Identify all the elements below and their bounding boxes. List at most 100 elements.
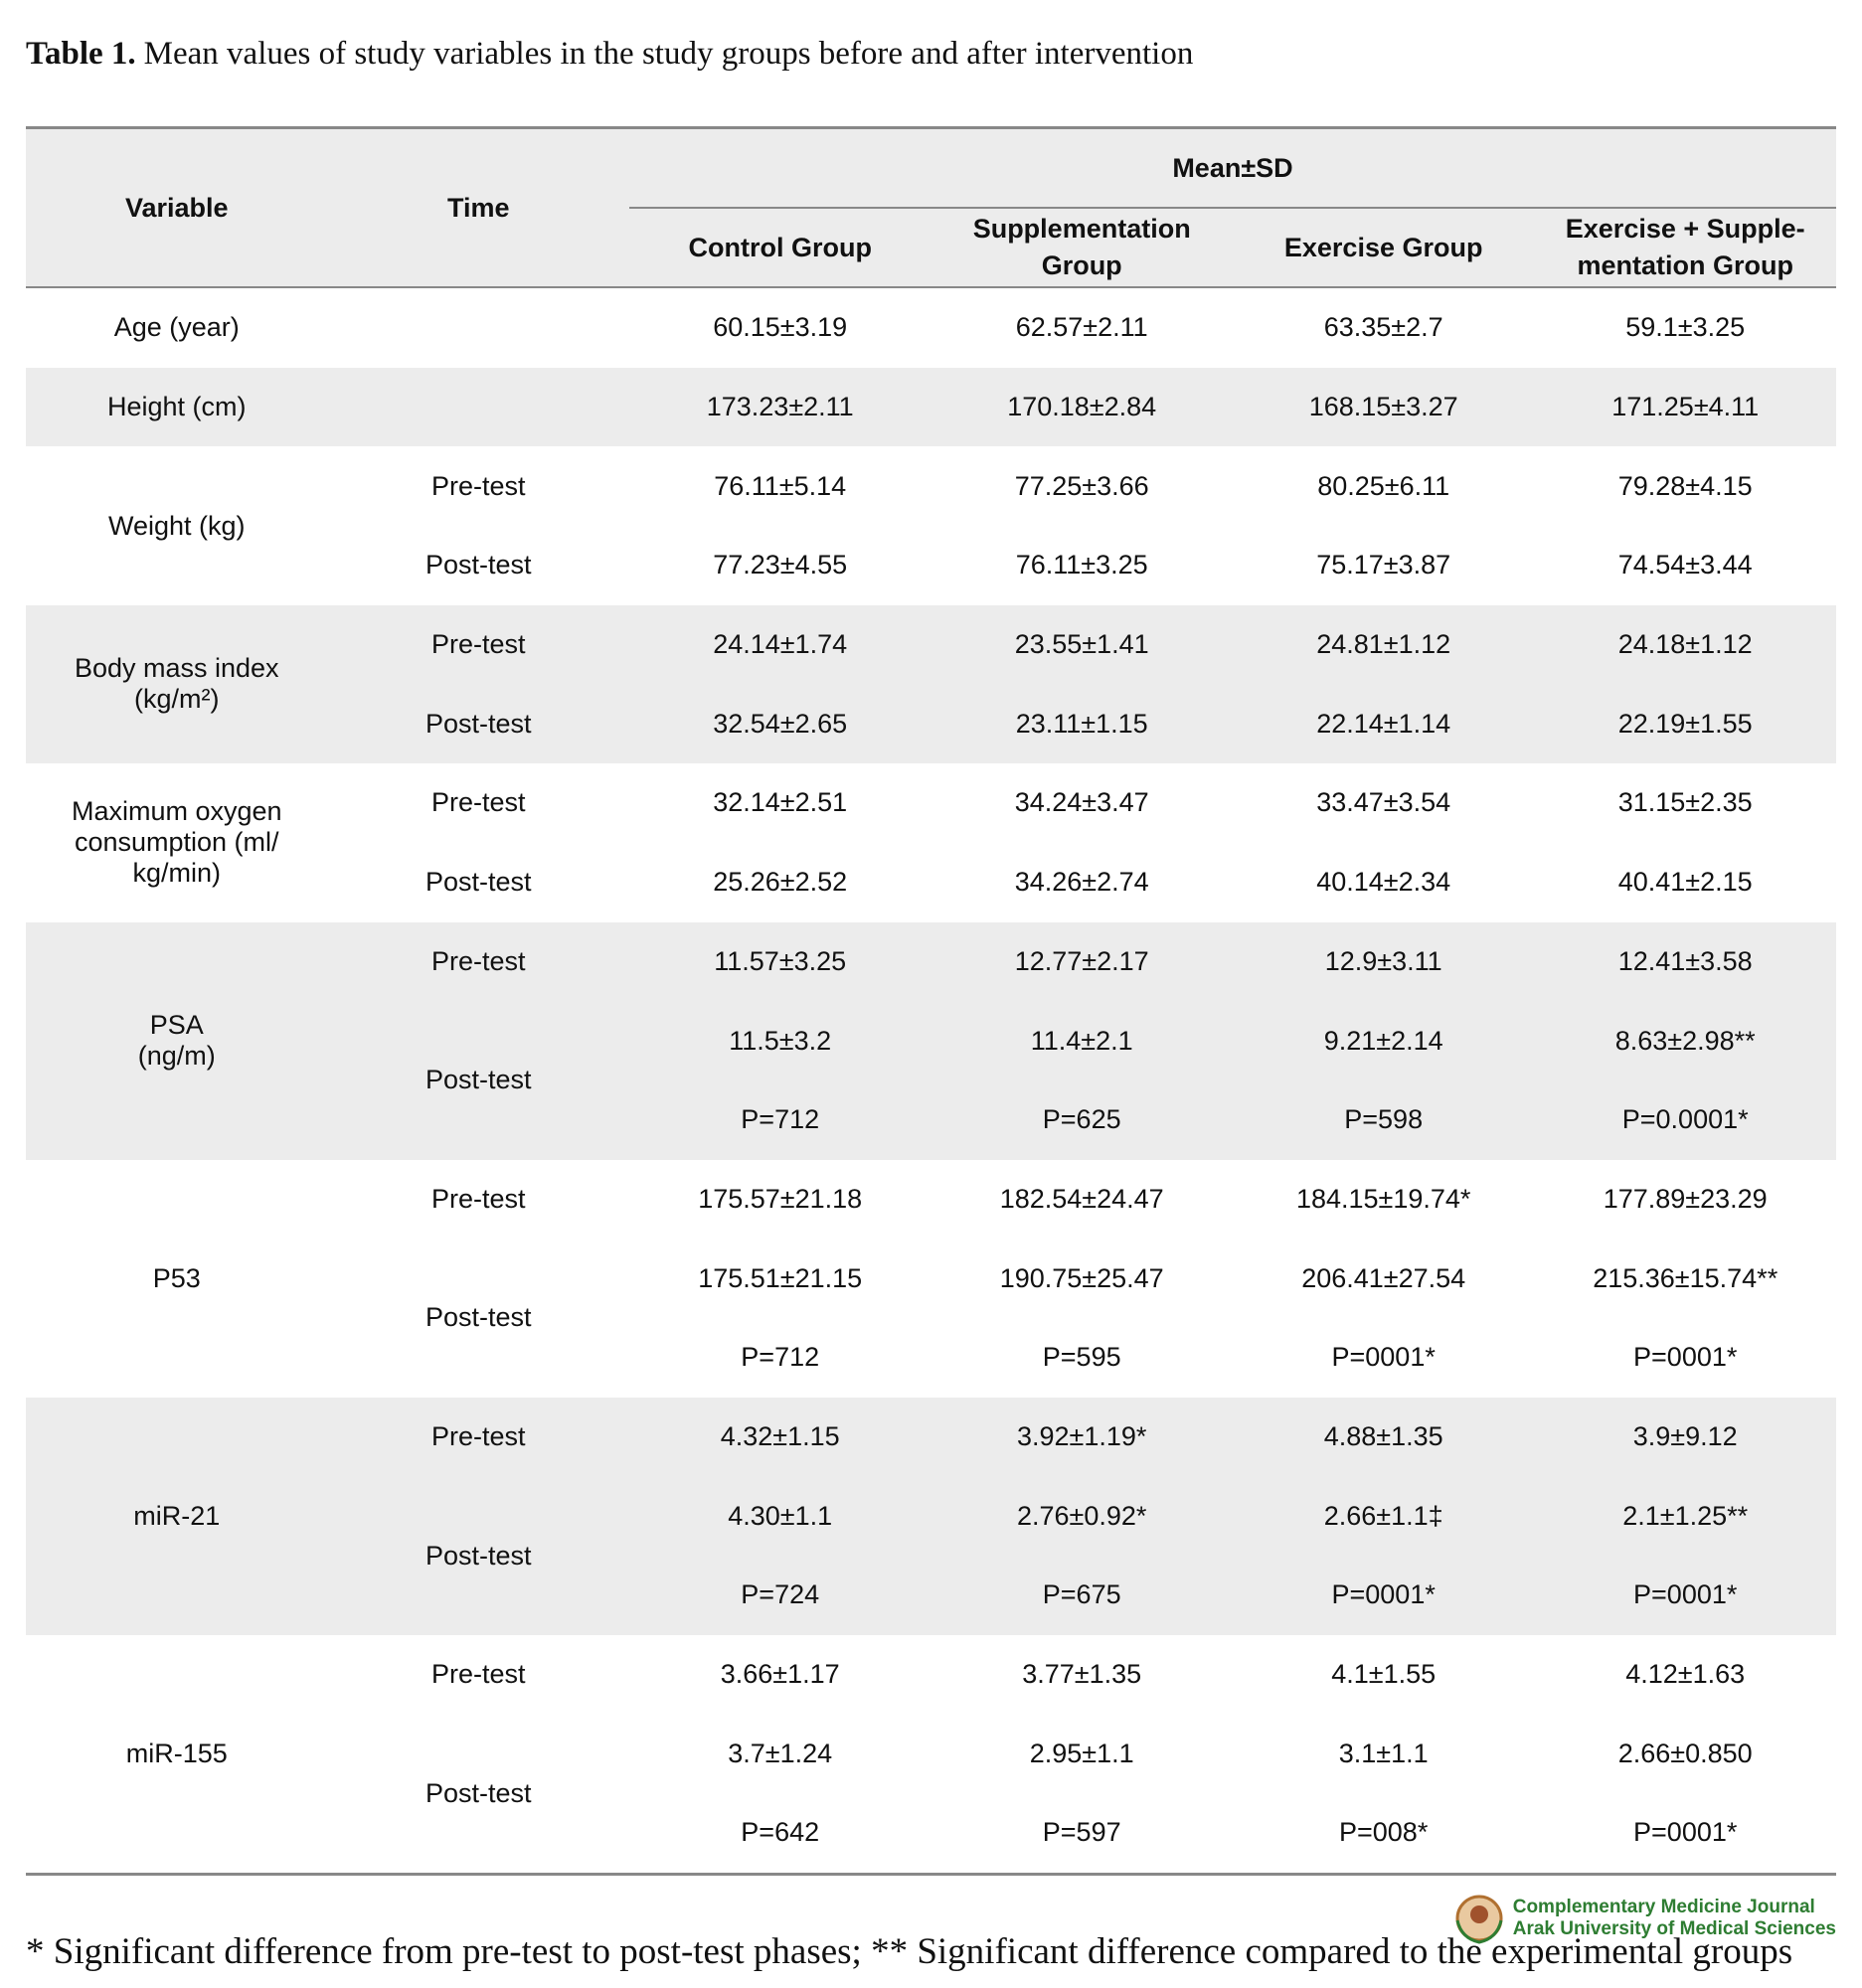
value-cell: 3.7±1.24 [728,1738,833,1768]
value-cell: 60.15±3.19 [713,312,848,343]
variable-cell: miR-21 [26,1397,328,1635]
value-cell: 2.66±1.1‡ [1232,1476,1535,1556]
value-cell: 190.75±25.47 [999,1262,1164,1293]
value-cell: 12.77±2.17 [931,921,1233,1002]
value-cell: P=008* [1339,1817,1429,1848]
value-cell: 2.1±1.25** [1534,1476,1836,1556]
table-header: Variable Time Mean±SD Control Group Suppl… [26,127,1836,287]
value-cell: P=712 [628,1079,931,1160]
header-cell: Exercise Group [1232,208,1535,287]
value-cell: 4.1±1.55 [1331,1659,1437,1690]
value-cell: 62.57±2.11 [1015,312,1148,343]
value-cell: 74.54±3.44 [1617,550,1753,580]
value-cell: 40.14±2.34 [1316,867,1451,898]
logo-icon [1455,1895,1503,1944]
time-cell: Pre-test [430,1659,526,1690]
value-cell: 171.25±4.11 [1534,367,1836,447]
value-cell: P=0001* [1633,1342,1738,1373]
table-row: PSA (ng/m) Pre-test 11.57±3.25 12.77±2.17 12… [26,921,1836,1160]
variable-cell: Body mass index (kg/m²) [26,604,328,764]
value-cell: 76.11±5.14 [714,470,847,501]
value-cell: 3.77±1.35 [1022,1659,1142,1690]
value-cell: P=0001* [1534,1556,1836,1635]
value-cell: 3.66±1.17 [720,1659,840,1690]
value-cell: 31.15±2.35 [1617,787,1753,818]
value-cell: 170.18±2.84 [931,367,1233,447]
value-cell: 76.11±3.25 [1015,550,1148,580]
variable-cell: Age (year) [113,312,240,343]
value-cell: 8.63±2.98** [1534,1001,1836,1080]
footnote: * Significant difference from pre-test t… [26,1931,1793,1972]
value-cell: 177.89±23.29 [1603,1183,1768,1214]
variable-cell: miR-155 [125,1738,228,1768]
table-row: P=712 P=625 P=598 P=0.0001* [26,1079,1836,1160]
header-cell: Supplementation Group [931,208,1233,287]
value-cell: 175.57±21.18 [698,1183,863,1214]
variable-cell: PSA (ng/m) [26,921,328,1160]
value-cell: 80.25±6.11 [1317,470,1450,501]
value-cell: 3.92±1.19* [931,1397,1233,1477]
time-cell: Post-test [424,1302,532,1333]
time-cell: Pre-test [327,1397,629,1477]
value-cell: 11.57±3.25 [628,921,931,1002]
value-cell: 34.24±3.47 [1014,787,1149,818]
value-cell: 4.12±1.63 [1625,1659,1746,1690]
title-label: Table 1. [26,36,136,72]
header-cell: Variable [26,127,328,287]
time-cell: Pre-test [327,921,629,1002]
value-cell: 168.15±3.27 [1232,367,1535,447]
value-cell: 2.66±0.850 [1617,1738,1753,1768]
value-cell: 32.54±2.65 [628,684,931,764]
value-cell: 2.76±0.92* [931,1476,1233,1556]
variable-cell: P53 [152,1262,201,1293]
table-row: P53 Pre-test 175.57±21.18 182.54±24.47 184.1… [26,1160,1836,1293]
value-cell: 33.47±3.54 [1316,787,1451,818]
value-cell: 75.17±3.87 [1316,550,1451,580]
time-cell: Post-test [327,1001,629,1160]
table-row: Post-test 4.30±1.1 2.76±0.92* 2.66±1.1‡ 2.1±… [26,1476,1836,1635]
value-cell: 11.5±3.2 [628,1001,931,1080]
table-row: Post-test 175.51±21.15 190.75±25.47 206.41±… [26,1239,1836,1333]
variable-cell: Maximum oxygen consumption (ml/ kg/min) [71,796,282,889]
table-row: Age (year) 60.15±3.19 62.57±2.11 63.35±2.7 5… [26,287,1836,368]
value-cell: 175.51±21.15 [698,1262,863,1293]
time-cell: Pre-test [327,604,629,685]
table-title: Table 1. Mean values of study variables i… [26,36,1193,73]
value-cell: P=595 [1042,1342,1121,1373]
value-cell: 24.81±1.12 [1232,604,1535,685]
value-cell: P=0001* [1331,1342,1436,1373]
value-cell: 3.1±1.1 [1338,1738,1429,1768]
logo: Complementary Medicine Journal Arak Unive… [1451,1891,1836,1946]
time-cell: Pre-test [430,1183,526,1214]
value-cell: 4.88±1.35 [1232,1397,1535,1477]
value-cell: 2.95±1.1 [1029,1738,1134,1768]
value-cell: 182.54±24.47 [999,1183,1164,1214]
table: Variable Time Mean±SD Control Group Suppl… [26,126,1836,1876]
table-row: miR-21 Pre-test 4.32±1.15 3.92±1.19* 4.88±1.… [26,1397,1836,1635]
table-row: Height (cm) 173.23±2.11 170.18±2.84 168.15±… [26,367,1836,447]
value-cell: 34.26±2.74 [1014,867,1149,898]
header-cell: Exercise + Supple-mentation Group [1534,208,1836,287]
time-cell: Post-test [327,1476,629,1635]
value-cell: 11.4±2.1 [931,1001,1233,1080]
value-cell: 12.9±3.11 [1232,921,1535,1002]
header-cell: Time [327,127,629,287]
value-cell: 77.23±4.55 [713,550,848,580]
header-cell: Control Group [628,208,931,287]
value-cell: 40.41±2.15 [1617,867,1753,898]
value-cell: P=724 [628,1556,931,1635]
value-cell: 79.28±4.15 [1617,470,1753,501]
value-cell: 206.41±27.54 [1301,1262,1466,1293]
table-row: Post-test 25.26±2.52 34.26±2.74 40.14±2.34 4… [26,843,1836,922]
value-cell: 4.30±1.1 [628,1476,931,1556]
time-cell: Post-test [424,867,532,898]
value-cell: 59.1±3.25 [1625,312,1746,343]
value-cell: P=642 [741,1817,820,1848]
value-cell: 23.11±1.15 [931,684,1233,764]
value-cell: 24.14±1.74 [628,604,931,685]
value-cell: P=675 [931,1556,1233,1635]
table-row: P=642 P=597 P=008* P=0001* [26,1793,1836,1874]
table-row: miR-155 Pre-test 3.66±1.17 3.77±1.35 4.1±1.5… [26,1635,1836,1768]
value-cell: 63.35±2.7 [1323,312,1443,343]
